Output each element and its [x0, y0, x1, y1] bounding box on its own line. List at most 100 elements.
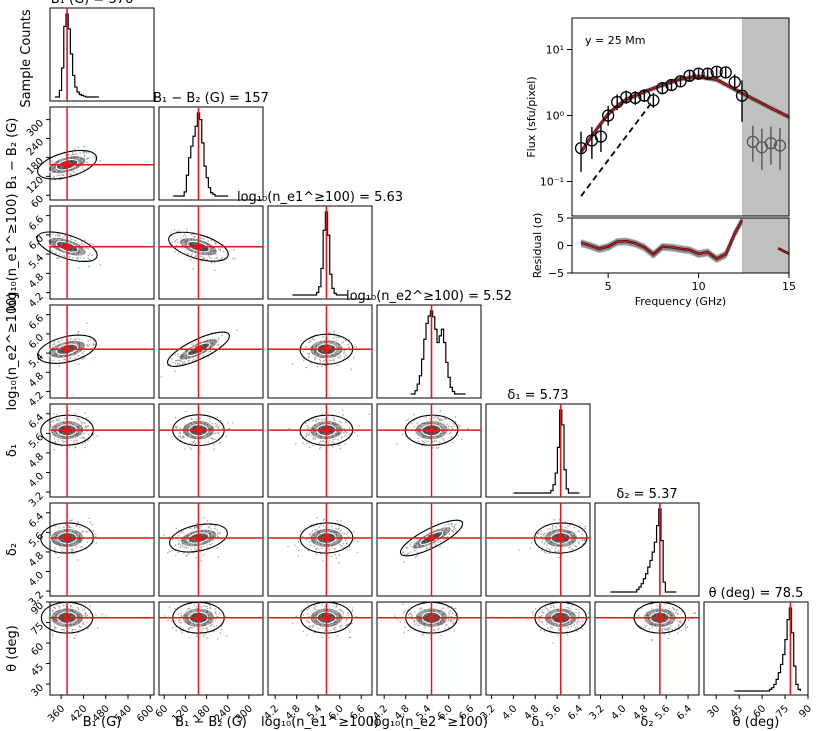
cell-frame — [376, 304, 482, 399]
histogram-3 — [410, 310, 466, 395]
x-axis-4: 3.2 4.0 4.8 5.6 6.4δ₁ — [479, 695, 585, 730]
histogram-5 — [610, 508, 677, 593]
scatter-points — [292, 603, 357, 639]
spectrum-panel: 10⁻¹ 10⁰ 10¹ Flux (sfu/pixel) −5 0 5 Residual (… — [525, 17, 796, 308]
y-tick-label: 45 — [29, 662, 46, 679]
residual-sample-line — [580, 219, 743, 260]
x-tick-label: 60 — [154, 703, 171, 720]
data-marker — [683, 69, 696, 82]
y-tick-label: 4.2 — [27, 390, 46, 409]
corner-cell-4-1 — [158, 403, 264, 498]
scatter-points — [402, 519, 464, 563]
x-tick-label: 6.4 — [675, 703, 694, 722]
y-axis-label-6: θ (deg) — [5, 625, 20, 672]
x-tick-label: 90 — [797, 703, 814, 720]
cell-frame — [158, 205, 264, 300]
data-marker — [773, 139, 787, 152]
x-tick-label: 600 — [135, 703, 156, 724]
density-contour — [36, 231, 98, 263]
y-tick-label: 6.6 — [27, 313, 46, 332]
scatter-points — [51, 517, 98, 561]
best-fit-marker — [656, 614, 663, 621]
freq-x-label: Frequency (GHz) — [635, 295, 726, 308]
x-tick-label: 4.0 — [609, 703, 628, 722]
data-point — [773, 127, 787, 170]
data-point — [647, 92, 660, 108]
residual-y-tick-label: 5 — [557, 212, 564, 225]
cell-frame — [158, 106, 264, 201]
data-marker — [602, 109, 615, 122]
residual-sample-line — [580, 219, 743, 260]
data-marker — [701, 67, 714, 80]
corner-cell-4-0 — [40, 403, 155, 498]
data-point — [629, 90, 642, 105]
best-fit-marker — [64, 161, 71, 168]
corner-cell-5-4 — [485, 502, 591, 597]
x-tick-label: 3.2 — [588, 703, 607, 722]
y-tick-label: 4.2 — [27, 291, 46, 310]
y-axis-4: 3.24.04.85.66.4 δ₁ — [5, 412, 50, 509]
residual-tail — [777, 247, 790, 255]
scatter-points — [51, 322, 96, 367]
y-tick-label: 30 — [29, 682, 46, 699]
cell-frame — [267, 403, 373, 498]
data-marker — [674, 75, 687, 88]
histogram-4 — [513, 409, 580, 494]
corner-cell-0-0: B₁ (G) = 376 — [49, 0, 155, 102]
residual-line-dark — [580, 219, 744, 261]
scatter-points — [164, 603, 228, 640]
scatter-points — [171, 411, 234, 452]
excluded-region-shade — [741, 18, 789, 216]
x-axis-label-5: δ₂ — [640, 715, 653, 730]
data-point — [719, 66, 732, 79]
flux-y-tick-label: 10⁰ — [546, 109, 565, 122]
x-axis-label-4: δ₁ — [531, 715, 544, 730]
corner-cell-6-3 — [376, 601, 482, 696]
data-point — [728, 74, 741, 91]
residual-line — [580, 219, 743, 260]
freq-x-tick-label: 15 — [782, 280, 796, 293]
corner-cell-2-1 — [158, 205, 264, 300]
cell-frame — [376, 403, 482, 498]
corner-cell-5-0 — [40, 502, 155, 597]
density-contour — [37, 334, 97, 364]
residual-y-tick-label: −5 — [548, 267, 564, 280]
x-axis-label-6: θ (deg) — [733, 715, 780, 730]
y-axis-label-3: log₁₀(n_e2^≥100) — [5, 293, 20, 411]
x-tick-label: 360 — [46, 703, 67, 724]
density-contour — [166, 331, 230, 367]
data-marker — [692, 67, 705, 80]
y-tick-label: 6.0 — [27, 332, 46, 351]
corner-cell-3-2 — [267, 304, 373, 399]
corner-cell-4-4: δ₁ = 5.73 — [485, 388, 591, 498]
histogram-6 — [734, 607, 801, 692]
param-title-2: log₁₀(n_e1^≥100) = 5.63 — [237, 190, 403, 205]
scatter-points — [51, 145, 101, 181]
y-tick-label: 300 — [25, 118, 46, 139]
data-marker — [656, 81, 669, 95]
data-point — [656, 81, 669, 95]
flux-y-label: Flux (sfu/pixel) — [525, 76, 538, 157]
corner-cell-1-0 — [37, 106, 155, 201]
param-title-3: log₁₀(n_e2^≥100) = 5.52 — [346, 289, 512, 304]
best-fit-marker — [557, 534, 564, 541]
cell-frame — [158, 502, 264, 597]
data-marker — [719, 66, 732, 79]
param-title-6: θ (deg) = 78.5 — [709, 586, 804, 601]
y-axis-label-4: δ₁ — [5, 444, 20, 457]
x-axis-label-3: log₁₀(n_e2^≥100) — [370, 715, 488, 730]
cell-frame — [267, 502, 373, 597]
corner-cell-5-3 — [376, 502, 482, 597]
corner-cell-6-4 — [485, 601, 591, 696]
y-tick-label: 4.8 — [27, 451, 46, 470]
residual-y-tick-label: 0 — [557, 240, 564, 253]
data-marker — [710, 65, 723, 78]
cell-frame — [158, 403, 264, 498]
best-fit-marker — [64, 534, 71, 541]
histogram-2 — [292, 211, 348, 296]
density-contour — [169, 523, 228, 553]
y-tick-label: 5.6 — [27, 432, 46, 451]
y-axis-label-2: log₁₀(n_e1^≥100) — [5, 194, 20, 312]
